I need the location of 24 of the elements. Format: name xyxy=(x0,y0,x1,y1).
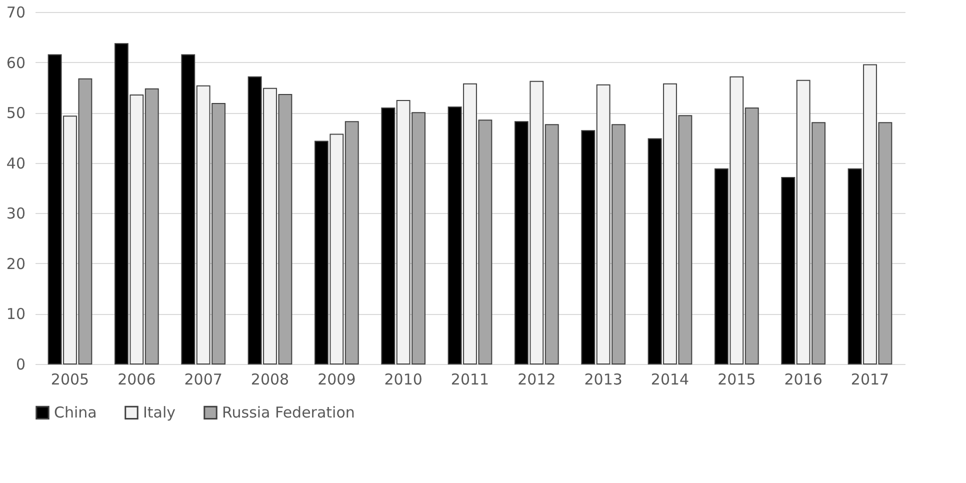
x-tick-label: 2007 xyxy=(184,370,222,388)
x-tick-label: 2012 xyxy=(518,370,556,388)
x-tick-label: 2009 xyxy=(318,370,356,388)
y-tick-label: 50 xyxy=(6,104,26,122)
y-tick-label: 10 xyxy=(6,305,26,324)
legend-label: China xyxy=(54,404,97,422)
x-tick-label: 2010 xyxy=(384,370,422,388)
x-tick-label: 2005 xyxy=(50,370,90,388)
y-tick-label: 60 xyxy=(6,54,26,72)
x-tick-label: 2015 xyxy=(718,370,756,388)
x-tick-label: 2016 xyxy=(784,370,822,388)
y-tick-label: 20 xyxy=(6,254,26,273)
legend-label: Italy xyxy=(143,404,176,422)
legend-label: Russia Federation xyxy=(222,404,355,422)
y-tick-label: 70 xyxy=(6,4,26,22)
x-tick-label: 2008 xyxy=(250,370,290,388)
x-tick-label: 2013 xyxy=(584,370,622,388)
x-tick-label: 2014 xyxy=(650,370,690,388)
y-tick-label: 30 xyxy=(6,204,26,223)
x-tick-label: 2017 xyxy=(850,370,890,388)
y-tick-label: 0 xyxy=(16,356,26,374)
x-tick-label: 2006 xyxy=(118,370,156,388)
y-tick-label: 40 xyxy=(6,154,26,172)
x-tick-label: 2011 xyxy=(450,370,490,388)
